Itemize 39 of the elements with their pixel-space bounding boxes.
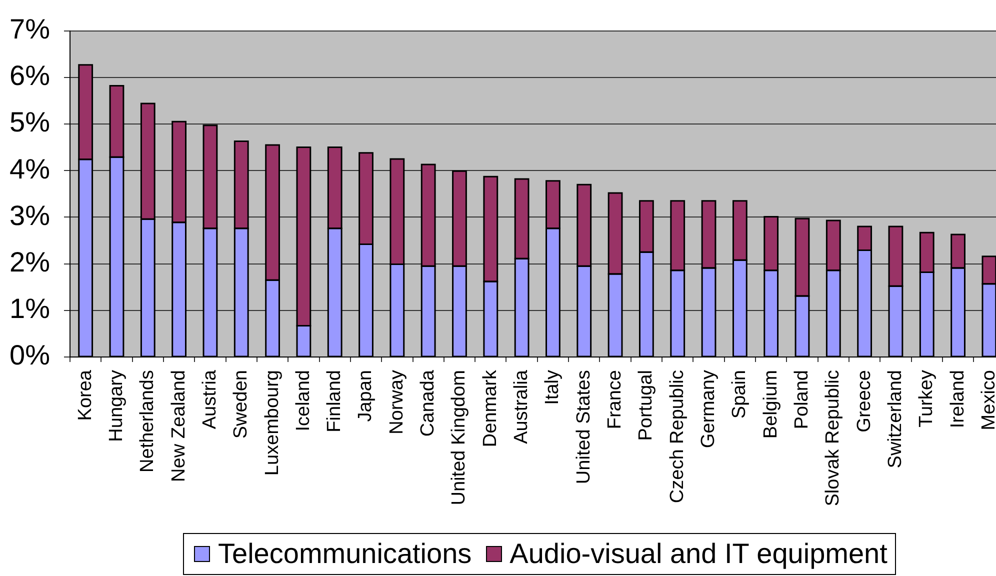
x-tick-label: Greece bbox=[854, 370, 875, 432]
x-tick-label: France bbox=[604, 370, 626, 430]
x-tick-label: New Zealand bbox=[168, 370, 190, 482]
x-tick-label: Sweden bbox=[230, 370, 252, 439]
x-tick-label: United States bbox=[573, 370, 594, 484]
x-tick-label: Austria bbox=[199, 370, 220, 430]
y-tick-label: 0% bbox=[10, 340, 50, 371]
x-tick-label: Australia bbox=[511, 370, 532, 444]
x-tick-label: Spain bbox=[729, 370, 750, 419]
x-tick-label: Luxembourg bbox=[262, 370, 283, 476]
y-tick-label: 1% bbox=[10, 293, 50, 324]
x-tick-label: Finland bbox=[324, 370, 346, 432]
legend-label: Telecommunications bbox=[218, 538, 472, 570]
x-tick-label: Japan bbox=[355, 370, 376, 422]
x-tick-label: Hungary bbox=[106, 370, 127, 442]
x-tick-label: Poland bbox=[791, 370, 812, 430]
x-tick-label: Italy bbox=[542, 370, 564, 405]
x-tick-label: Ireland bbox=[947, 370, 968, 428]
x-tick-label: Belgium bbox=[760, 370, 782, 439]
y-tick-label: 6% bbox=[10, 60, 50, 92]
x-tick-label: Iceland bbox=[292, 370, 314, 432]
x-tick-label: Norway bbox=[386, 370, 408, 434]
y-tick-label: 3% bbox=[10, 200, 50, 231]
x-tick-label: Denmark bbox=[480, 370, 501, 448]
x-tick-label: Mexico bbox=[978, 370, 996, 430]
x-tick-label: Portugal bbox=[636, 370, 657, 441]
x-tick-label: Switzerland bbox=[884, 370, 906, 468]
x-tick-label: Korea bbox=[74, 370, 96, 421]
x-tick-label: Canada bbox=[418, 370, 439, 437]
x-tick-label: Czech Republic bbox=[666, 370, 688, 504]
x-tick-label: United Kingdom bbox=[448, 370, 470, 506]
y-tick-label: 2% bbox=[10, 246, 50, 278]
y-tick-label: 7% bbox=[10, 14, 50, 45]
legend-label: Audio-visual and IT equipment bbox=[510, 538, 888, 570]
x-tick-label: Germany bbox=[698, 370, 719, 448]
x-tick-label: Netherlands bbox=[137, 370, 158, 472]
y-tick-label: 5% bbox=[10, 106, 50, 138]
x-tick-label: Turkey bbox=[916, 370, 938, 428]
y-tick-label: 4% bbox=[10, 153, 50, 184]
